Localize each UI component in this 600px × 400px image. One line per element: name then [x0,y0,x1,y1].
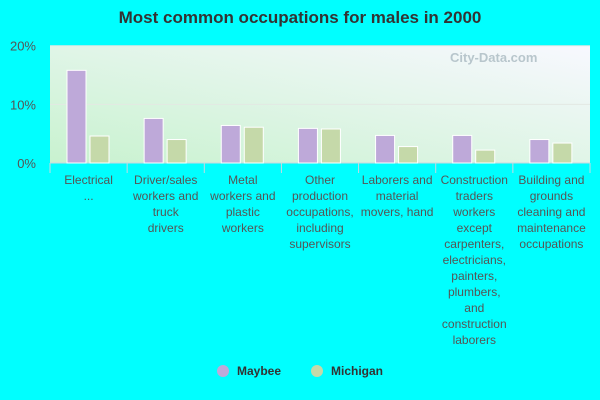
legend-label: Michigan [331,364,384,378]
bar-michigan [89,135,110,164]
legend-swatch [216,365,229,377]
y-tick-label: 0% [17,156,36,171]
bar-maybee [220,124,241,164]
bar-michigan [475,149,496,164]
chart-title: Most common occupations for males in 200… [118,8,482,27]
x-tick-label: Other production occupations, including supe… [286,173,353,251]
bar-maybee [375,134,396,164]
bar-maybee [66,69,87,164]
legend: Maybee Michigan [0,364,600,378]
x-tick-label: Construction traders workers except carpente… [441,173,508,347]
x-tick-label: Driver/sales workers and truck drivers [132,173,198,235]
bar-michigan [243,126,264,164]
x-tick-label: Electrical... [64,173,113,203]
bar-michigan [552,142,573,164]
legend-label: Maybee [236,364,281,378]
bar-maybee [297,127,318,164]
bar-maybee [452,134,473,164]
bar-michigan [398,146,419,164]
x-tick-label: Laborers and material movers, hand [361,173,434,219]
y-tick-label: 10% [10,97,36,112]
bar-michigan [166,139,187,164]
bar-maybee [529,139,550,164]
watermark: City-Data.com [450,50,538,65]
y-tick-label: 20% [10,39,36,54]
bar-michigan [320,128,341,164]
legend-item: Maybee [216,364,281,378]
x-tick-label: Building and grounds cleaning and maintenan… [517,173,586,251]
legend-swatch [311,365,323,377]
bar-maybee [143,117,164,164]
x-tick-label: Metal workers and plastic workers [209,173,275,235]
legend-item: Michigan [311,364,383,378]
